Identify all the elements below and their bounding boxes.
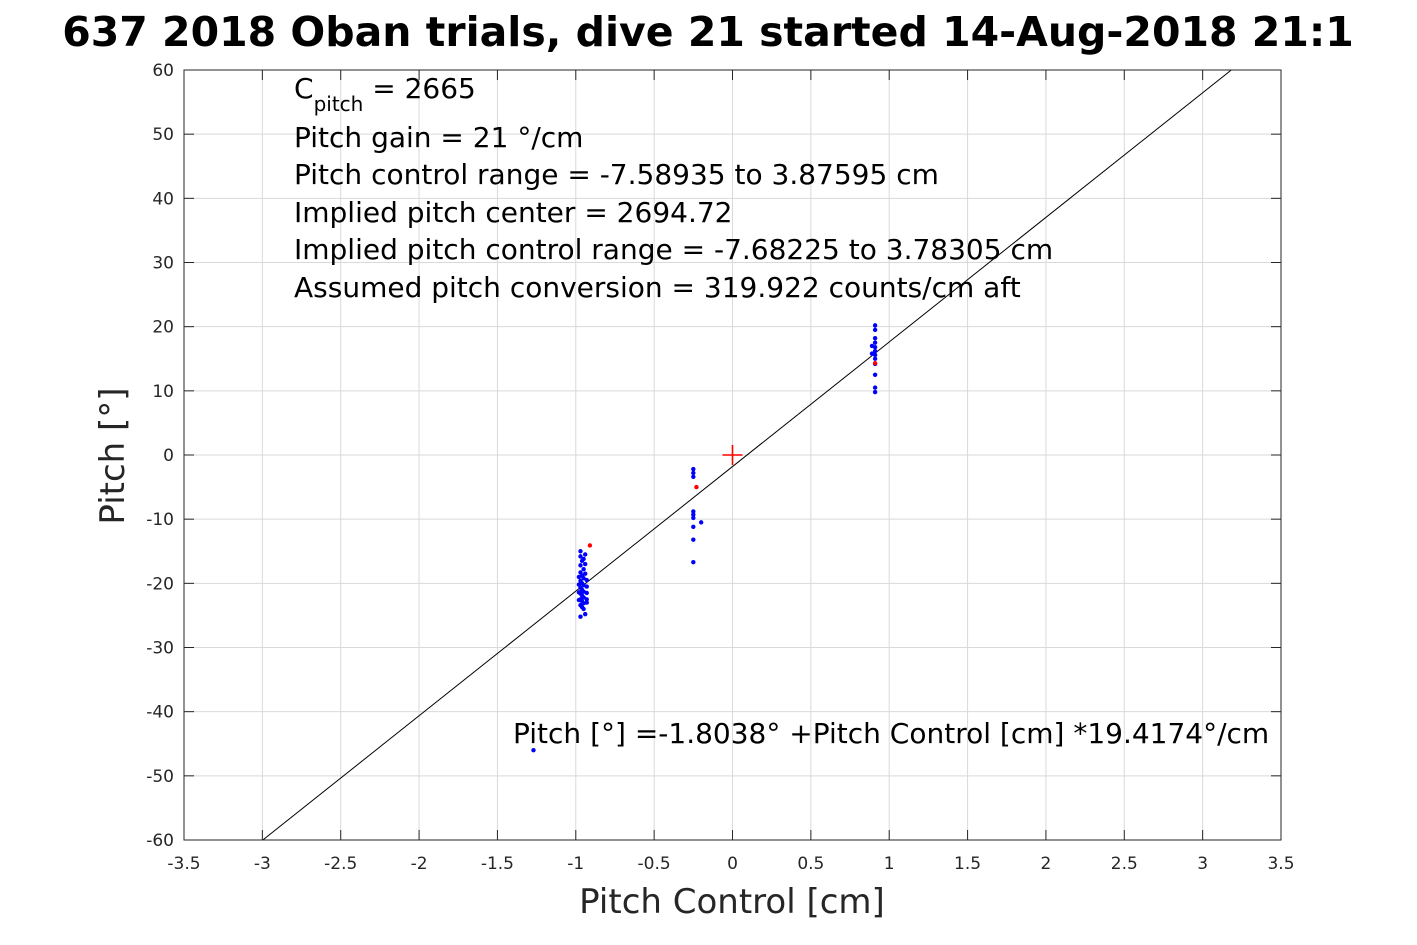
data-point-blue bbox=[872, 336, 878, 341]
data-point-blue bbox=[698, 520, 704, 525]
data-point-blue bbox=[576, 590, 582, 595]
y-tick-label: -30 bbox=[146, 639, 174, 659]
data-point-blue bbox=[584, 597, 589, 602]
data-point-blue bbox=[582, 611, 588, 617]
data-point-blue bbox=[581, 606, 586, 612]
y-tick-label: 60 bbox=[152, 61, 174, 81]
fit-line bbox=[262, 69, 1232, 841]
y-tick-label: 50 bbox=[152, 125, 174, 145]
data-point-blue bbox=[872, 323, 878, 328]
data-point-blue bbox=[578, 554, 583, 559]
data-point-blue bbox=[691, 512, 696, 517]
x-tick-label: 2.5 bbox=[1111, 854, 1138, 874]
y-tick-label: 10 bbox=[152, 382, 174, 402]
data-point-red bbox=[694, 484, 699, 490]
data-point-blue bbox=[691, 559, 696, 565]
x-tick-label: 0 bbox=[727, 854, 738, 874]
y-tick-label: -40 bbox=[146, 703, 174, 723]
data-point-blue bbox=[691, 537, 696, 542]
data-point-blue bbox=[872, 340, 878, 345]
y-tick-label: -60 bbox=[146, 831, 174, 851]
y-tick-label: 40 bbox=[152, 189, 174, 209]
data-point-blue bbox=[872, 327, 878, 333]
data-point-blue bbox=[582, 552, 588, 557]
data-point-blue bbox=[691, 509, 696, 514]
data-point-blue bbox=[584, 590, 589, 596]
center-marker-layer bbox=[722, 445, 743, 465]
y-tick-label: 20 bbox=[152, 318, 174, 338]
data-point-blue bbox=[578, 614, 583, 619]
y-tick-label: -50 bbox=[146, 767, 174, 787]
data-point-blue bbox=[531, 747, 536, 753]
pitch-gain-annotation: Pitch gain = 21 °/cm bbox=[294, 121, 583, 154]
data-points bbox=[531, 323, 878, 753]
data-point-blue bbox=[584, 577, 589, 583]
data-point-blue bbox=[869, 343, 875, 349]
y-tick-label: 30 bbox=[152, 254, 174, 274]
x-tick-label: -3 bbox=[254, 854, 271, 874]
x-tick-label: 3 bbox=[1197, 854, 1208, 874]
y-axis-label: Pitch [°] bbox=[93, 387, 133, 524]
x-axis-label: Pitch Control [cm] bbox=[579, 882, 885, 922]
pitch-control-range-annotation: Pitch control range = -7.58935 to 3.8759… bbox=[294, 158, 939, 191]
chart-title: 637 2018 Oban trials, dive 21 started 14… bbox=[62, 8, 1354, 56]
center-plus-marker bbox=[722, 445, 743, 465]
x-tick-label: -3.5 bbox=[167, 854, 200, 874]
data-point-blue bbox=[578, 549, 583, 554]
data-point-blue bbox=[576, 597, 582, 603]
c-pitch-main: C bbox=[294, 72, 314, 105]
annotation-block: Cpitch = 2665 Pitch gain = 21 °/cm Pitch… bbox=[294, 72, 1053, 304]
pitch-conversion-annotation: Assumed pitch conversion = 319.922 count… bbox=[294, 271, 1021, 304]
data-point-red bbox=[587, 543, 593, 548]
data-point-blue bbox=[581, 556, 586, 562]
data-point-blue bbox=[576, 582, 582, 587]
implied-pitch-control-range-annotation: Implied pitch control range = -7.68225 t… bbox=[294, 233, 1053, 266]
data-point-blue bbox=[582, 571, 588, 576]
x-tick-label: 2 bbox=[1041, 854, 1052, 874]
x-tick-label: -2 bbox=[411, 854, 428, 874]
x-tick-label: 1 bbox=[884, 854, 895, 874]
data-point-blue bbox=[584, 584, 589, 589]
fit-line-layer bbox=[262, 69, 1232, 841]
data-point-blue bbox=[691, 470, 696, 476]
data-point-blue bbox=[691, 466, 696, 472]
x-tick-label: 0.5 bbox=[797, 854, 824, 874]
c-pitch-annotation: Cpitch = 2665 bbox=[294, 72, 476, 116]
data-point-blue bbox=[581, 567, 586, 572]
data-point-blue bbox=[691, 515, 696, 521]
data-point-blue bbox=[576, 574, 582, 580]
data-point-red bbox=[872, 361, 878, 366]
data-point-blue bbox=[872, 389, 878, 395]
y-tick-label: 0 bbox=[163, 446, 174, 466]
data-point-blue bbox=[872, 348, 878, 354]
c-pitch-subscript: pitch bbox=[314, 92, 364, 116]
data-point-blue bbox=[582, 561, 588, 567]
data-point-blue bbox=[691, 524, 696, 530]
data-point-blue bbox=[691, 474, 696, 480]
y-tick-label: -10 bbox=[146, 510, 174, 530]
data-point-blue bbox=[584, 600, 589, 605]
fit-equation-annotation: Pitch [°] =-1.8038° +Pitch Control [cm] … bbox=[513, 717, 1269, 750]
data-point-blue bbox=[869, 351, 875, 356]
data-point-blue bbox=[872, 385, 878, 390]
grid-lines bbox=[183, 69, 1282, 841]
x-tick-label: -1.5 bbox=[481, 854, 514, 874]
x-tick-label: -2.5 bbox=[324, 854, 357, 874]
x-tick-label: 1.5 bbox=[954, 854, 981, 874]
x-tick-label: -0.5 bbox=[638, 854, 671, 874]
data-point-blue bbox=[872, 356, 878, 361]
x-tick-label: 3.5 bbox=[1267, 854, 1294, 874]
y-tick-label: -20 bbox=[146, 574, 174, 594]
data-point-blue bbox=[578, 563, 583, 568]
axis-ticks: -3.5 -3 -2.5 -2 -1.5 -1 -0.5 0 0.5 1 1.5 2 2.5 3 3.5 -6… bbox=[146, 61, 1294, 874]
x-tick-label: -1 bbox=[567, 854, 584, 874]
c-pitch-value: = 2665 bbox=[363, 72, 476, 105]
data-point-blue bbox=[872, 372, 878, 377]
implied-pitch-center-annotation: Implied pitch center = 2694.72 bbox=[294, 196, 732, 229]
